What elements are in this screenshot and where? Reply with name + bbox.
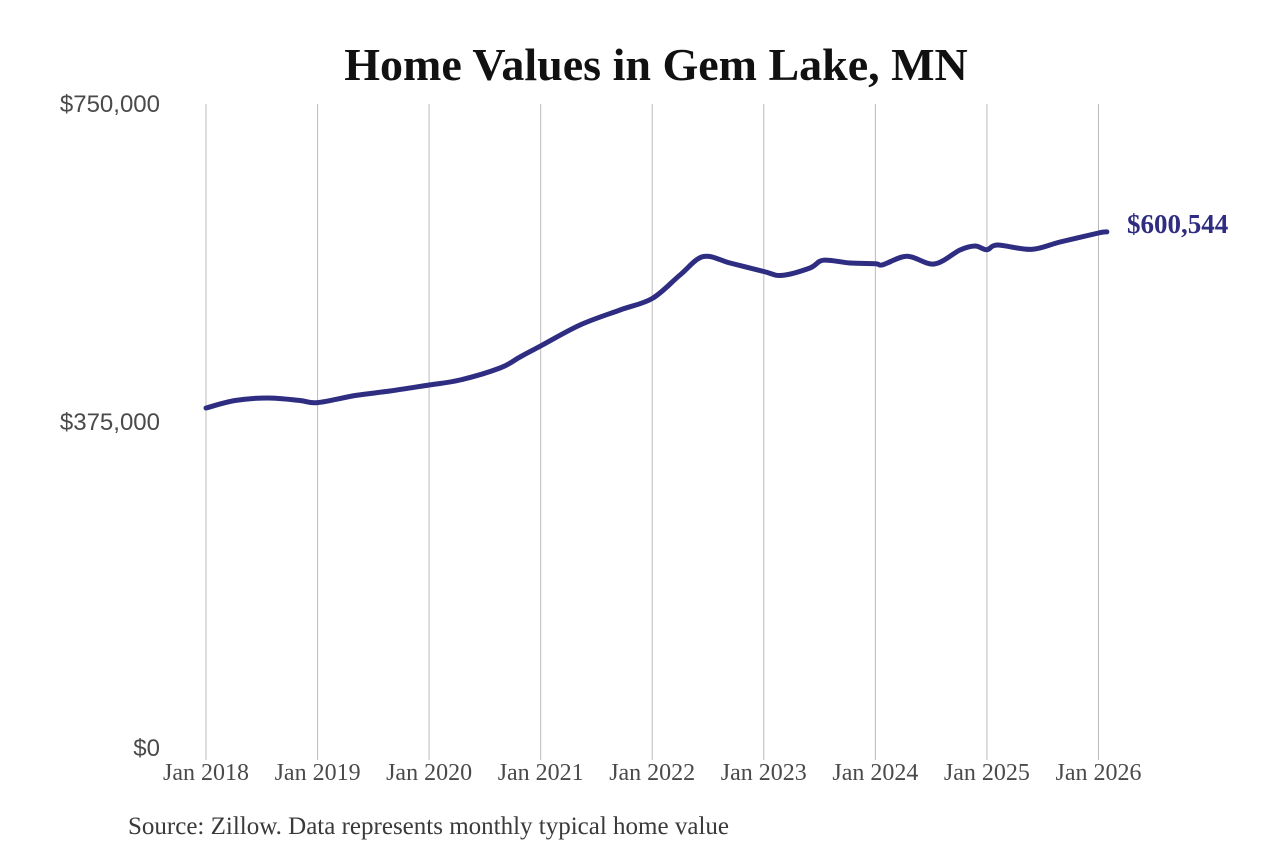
svg-text:$0: $0 bbox=[133, 735, 160, 762]
svg-text:Jan 2020: Jan 2020 bbox=[386, 760, 472, 786]
svg-text:$600,544: $600,544 bbox=[1127, 209, 1228, 239]
svg-text:Jan 2026: Jan 2026 bbox=[1056, 760, 1142, 786]
svg-text:Jan 2023: Jan 2023 bbox=[721, 760, 807, 786]
svg-text:Jan 2025: Jan 2025 bbox=[944, 760, 1030, 786]
svg-text:Jan 2021: Jan 2021 bbox=[498, 760, 584, 786]
svg-text:Jan 2018: Jan 2018 bbox=[163, 760, 249, 786]
svg-text:$375,000: $375,000 bbox=[60, 409, 160, 436]
svg-text:Jan 2019: Jan 2019 bbox=[275, 760, 361, 786]
svg-text:Jan 2024: Jan 2024 bbox=[832, 760, 918, 786]
svg-text:$750,000: $750,000 bbox=[60, 91, 160, 118]
svg-text:Jan 2022: Jan 2022 bbox=[609, 760, 695, 786]
